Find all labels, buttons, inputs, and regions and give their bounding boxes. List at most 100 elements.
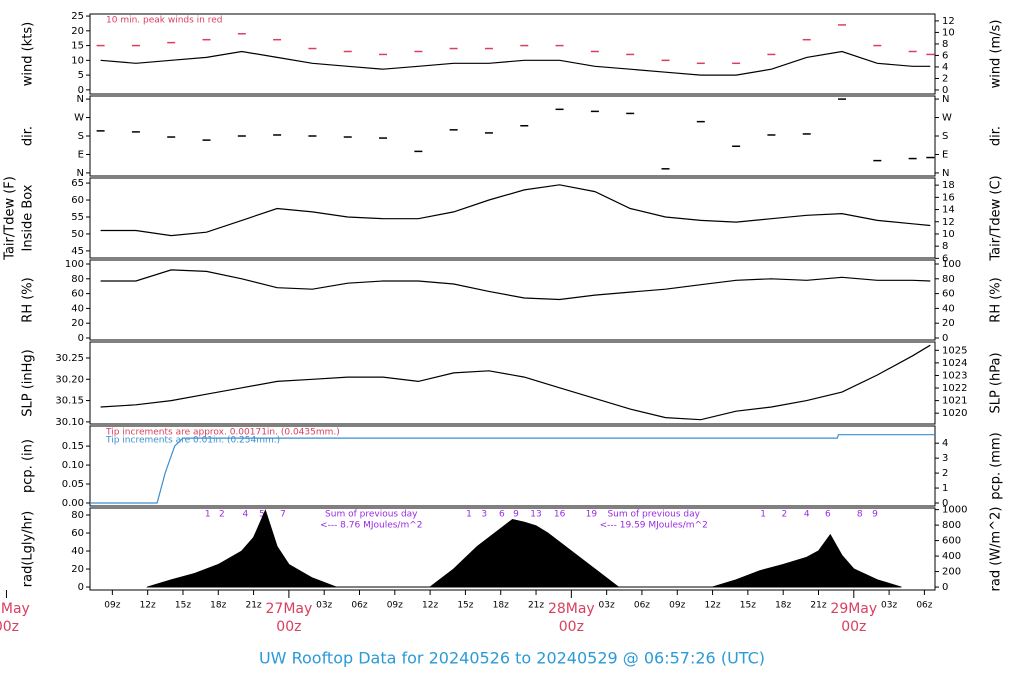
x-day-label: 29May	[830, 601, 877, 617]
y-tick-label: 55	[71, 212, 84, 223]
y2-tick-label: 0	[942, 85, 948, 96]
y2-tick-label: 2	[942, 73, 948, 84]
y2-axis-label: pcp. (mm)	[989, 432, 1004, 499]
y-tick-label: 60	[71, 195, 84, 206]
y-tick-label: 0	[78, 582, 84, 593]
y2-tick-label: 800	[942, 520, 961, 531]
y2-tick-label: 1000	[942, 505, 967, 516]
y-axis-label: Tair/Tdew (F)	[3, 176, 18, 261]
y2-tick-label: 40	[942, 303, 955, 314]
hour-label: 8	[857, 510, 863, 520]
y2-axis-label: RH (%)	[989, 277, 1004, 322]
y2-tick-label: 4	[942, 62, 948, 73]
y2-tick-label: 1022	[942, 383, 967, 394]
x-day-hour: 00z	[0, 619, 19, 635]
x-tick-label: 18z	[493, 601, 509, 611]
hour-label: 1	[466, 510, 472, 520]
y-axis-label: dir.	[21, 126, 36, 146]
y-tick-label: 45	[71, 246, 84, 257]
chart-title: UW Rooftop Data for 20240526 to 20240529…	[259, 649, 765, 668]
x-tick-label: 21z	[810, 601, 826, 611]
y-tick-label: 20	[71, 564, 84, 575]
y2-tick-label: W	[942, 113, 952, 124]
y2-tick-label: 6	[942, 50, 948, 61]
hour-label: 2	[219, 510, 225, 520]
hour-label: 4	[804, 510, 810, 520]
y-tick-label: 65	[71, 178, 84, 189]
y-tick-label: 25	[71, 11, 84, 22]
y2-axis-label: SLP (hPa)	[989, 352, 1004, 413]
y-tick-label: 80	[71, 274, 84, 285]
y2-axis-label: wind (m/s)	[989, 20, 1004, 89]
annotation: Sum of previous day	[325, 510, 418, 520]
annotation: 10 min. peak winds in red	[106, 16, 223, 26]
hour-label: 1	[205, 510, 211, 520]
x-tick-label: 21z	[245, 601, 261, 611]
x-tick-label: 06z	[351, 601, 367, 611]
y2-tick-label: 60	[942, 289, 955, 300]
hour-label: 16	[554, 510, 566, 520]
y-axis-label: SLP (inHg)	[21, 349, 36, 417]
hour-label: 4	[242, 510, 248, 520]
annotation: Sum of previous day	[607, 510, 700, 520]
y2-tick-label: 1023	[942, 370, 967, 381]
y-axis-label: RH (%)	[21, 277, 36, 322]
y2-tick-label: 6	[942, 253, 948, 264]
hour-label: 5	[259, 510, 265, 520]
y-axis-label: wind (kts)	[21, 22, 36, 86]
y-tick-label: 0	[78, 85, 84, 96]
y-tick-label: 60	[71, 528, 84, 539]
y-tick-label: 0.10	[62, 460, 84, 471]
x-day-label: 28May	[548, 601, 595, 617]
y2-tick-label: 0	[942, 498, 948, 509]
x-tick-label: 18z	[210, 601, 226, 611]
y2-tick-label: N	[942, 94, 949, 105]
y-tick-label: 0	[78, 333, 84, 344]
y2-tick-label: 10	[942, 229, 955, 240]
x-tick-label: 06z	[634, 601, 650, 611]
hour-label: 1	[760, 510, 766, 520]
y-tick-label: 50	[71, 229, 84, 240]
x-tick-label: 09z	[104, 601, 120, 611]
hour-label: 2	[781, 510, 787, 520]
line	[100, 184, 931, 237]
y2-tick-label: 400	[942, 551, 961, 562]
line	[100, 50, 931, 76]
y-tick-label: 30.10	[55, 417, 84, 428]
x-tick-label: 09z	[387, 601, 403, 611]
hour-label: 3	[481, 510, 487, 520]
y2-tick-label: 1020	[942, 408, 967, 419]
y-tick-label: 10	[71, 55, 84, 66]
y-axis-label: Inside Box	[21, 184, 36, 251]
x-day-hour: 00z	[559, 619, 584, 635]
hour-label: 19	[586, 510, 598, 520]
y2-tick-label: S	[942, 131, 948, 142]
y2-tick-label: 12	[942, 16, 955, 27]
y-tick-label: E	[78, 149, 84, 160]
line	[90, 434, 935, 504]
panel-frame	[89, 425, 936, 507]
x-tick-label: 15z	[457, 601, 473, 611]
panel-frame	[89, 259, 936, 341]
x-day-label: 26May	[0, 601, 30, 617]
x-tick-label: 15z	[740, 601, 756, 611]
annotation: Tip increments are approx. 0.00171in. (0…	[105, 428, 340, 438]
hour-label: 13	[530, 510, 541, 520]
y-axis-label: pcp. (in)	[21, 439, 36, 493]
panel-frame	[89, 341, 936, 425]
panel-frame	[89, 95, 936, 177]
x-day-hour: 00z	[841, 619, 866, 635]
y-tick-label: 30.15	[55, 396, 84, 407]
area	[146, 509, 902, 588]
y-tick-label: 5	[78, 70, 84, 81]
hour-label: 9	[872, 510, 878, 520]
y2-tick-label: 20	[942, 318, 955, 329]
y-tick-label: 0.15	[62, 441, 84, 452]
y2-tick-label: 200	[942, 567, 961, 578]
y-axis-label: rad(Lgly/hr)	[21, 511, 36, 587]
y-tick-label: 30.20	[55, 374, 84, 385]
y2-tick-label: 1	[942, 483, 948, 494]
y-tick-label: 20	[71, 26, 84, 37]
hour-label: 7	[280, 510, 286, 520]
